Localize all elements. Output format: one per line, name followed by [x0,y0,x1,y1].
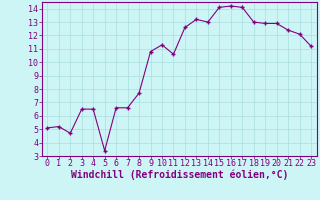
X-axis label: Windchill (Refroidissement éolien,°C): Windchill (Refroidissement éolien,°C) [70,170,288,180]
